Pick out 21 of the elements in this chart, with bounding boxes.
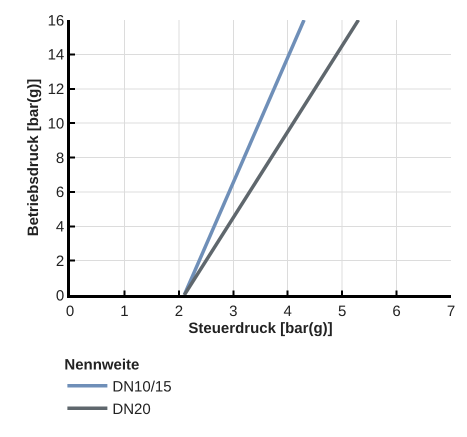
- x-tick-label: 7: [446, 302, 456, 320]
- y-tick-label: 4: [56, 218, 64, 236]
- x-axis-title: Steuerdruck [bar(g)]: [188, 320, 333, 337]
- y-tick-label: 16: [48, 12, 64, 30]
- legend-title: Nennweite: [64, 356, 140, 374]
- legend-label: DN20: [112, 401, 151, 418]
- x-tick-label: 4: [284, 302, 292, 320]
- x-tick-label: 5: [338, 302, 346, 320]
- y-tick-label: 6: [56, 184, 64, 202]
- y-tick-label: 12: [48, 81, 64, 98]
- x-tick-label: 2: [174, 302, 184, 320]
- y-tick-label: 14: [48, 46, 64, 64]
- y-tick-label: 10: [48, 115, 64, 132]
- y-tick-label: 8: [56, 150, 64, 167]
- x-tick-label: 6: [392, 302, 401, 320]
- y-axis-title: Betriebsdruck [bar(g)]: [24, 78, 42, 236]
- x-tick-label: 3: [229, 302, 238, 320]
- y-tick-label: 2: [56, 252, 64, 270]
- legend-label: DN10/15: [112, 378, 172, 396]
- y-tick-label: 0: [56, 287, 64, 304]
- x-tick-label: 1: [120, 302, 129, 320]
